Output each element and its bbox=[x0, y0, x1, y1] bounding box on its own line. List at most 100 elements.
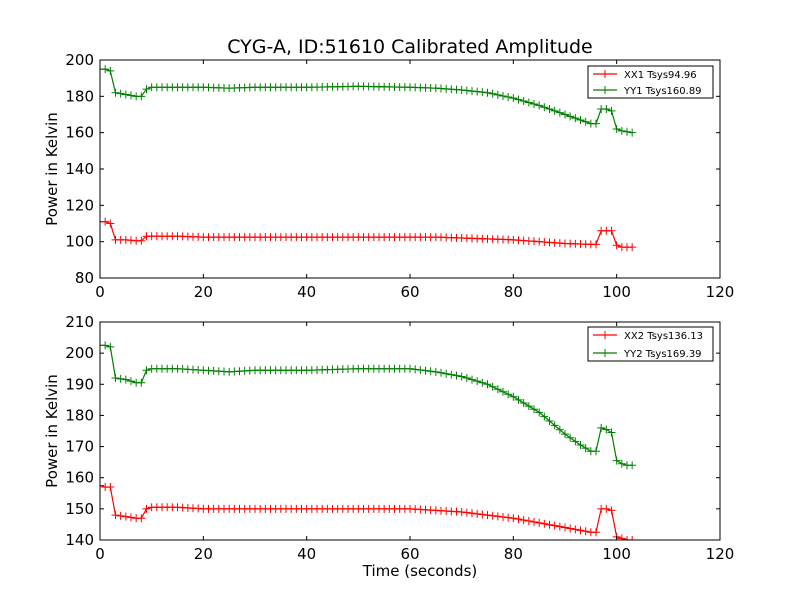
data-point bbox=[483, 380, 492, 389]
data-point bbox=[116, 374, 125, 383]
data-point bbox=[607, 106, 616, 115]
data-point bbox=[406, 364, 414, 373]
data-point bbox=[504, 390, 513, 399]
data-point bbox=[106, 219, 115, 228]
y-tick-label: 140 bbox=[65, 160, 94, 178]
data-point bbox=[550, 106, 559, 115]
data-point bbox=[101, 65, 110, 74]
data-point bbox=[519, 97, 528, 106]
data-point bbox=[555, 425, 564, 434]
data-point bbox=[561, 430, 569, 439]
data-point bbox=[581, 527, 590, 536]
x-tick-label: 60 bbox=[400, 283, 419, 301]
data-point bbox=[628, 243, 637, 252]
data-point bbox=[514, 95, 523, 104]
data-point bbox=[617, 126, 626, 135]
data-point bbox=[612, 125, 621, 134]
bottom-subplot: 0 20 40 60 80 100 120 140 150 160 170 180 190 200 210 P… bbox=[43, 313, 734, 580]
data-point bbox=[504, 513, 513, 522]
data-point bbox=[488, 89, 497, 98]
data-point bbox=[535, 518, 544, 527]
data-point bbox=[478, 88, 487, 97]
legend-box bbox=[587, 65, 714, 99]
y-tick-label: 80 bbox=[75, 269, 94, 287]
data-point bbox=[602, 504, 611, 513]
data-point bbox=[442, 369, 451, 378]
data-point bbox=[468, 87, 476, 96]
data-point bbox=[571, 525, 580, 534]
data-point bbox=[592, 119, 600, 128]
data-point bbox=[540, 103, 549, 112]
data-point bbox=[628, 536, 637, 540]
data-point bbox=[576, 441, 585, 450]
data-point bbox=[550, 521, 559, 530]
data-point bbox=[628, 461, 637, 470]
series-yy bbox=[100, 65, 637, 137]
y-tick-label: 100 bbox=[65, 233, 94, 251]
data-point bbox=[493, 512, 502, 521]
data-point bbox=[106, 66, 115, 75]
data-point bbox=[561, 110, 569, 119]
x-tick-label: 20 bbox=[194, 283, 213, 301]
x-tick-label: 20 bbox=[194, 545, 213, 563]
data-point bbox=[530, 99, 538, 108]
x-tick-label: 100 bbox=[602, 283, 631, 301]
data-point bbox=[111, 511, 120, 520]
data-point bbox=[509, 392, 518, 401]
data-point bbox=[550, 421, 559, 430]
y-tick-label: 160 bbox=[65, 124, 94, 142]
data-point bbox=[483, 88, 492, 97]
data-point bbox=[127, 377, 135, 386]
y-axis-label: Power in Kelvin bbox=[43, 374, 61, 488]
y-tick-label: 120 bbox=[65, 196, 94, 214]
data-point bbox=[499, 512, 507, 521]
data-point bbox=[555, 108, 564, 117]
data-point bbox=[514, 515, 523, 524]
data-point bbox=[499, 387, 507, 396]
y-tick-label: 200 bbox=[65, 51, 94, 69]
data-point bbox=[524, 402, 533, 411]
data-point bbox=[452, 371, 461, 380]
data-point bbox=[493, 90, 502, 99]
data-point bbox=[457, 507, 466, 516]
data-point bbox=[514, 395, 523, 404]
y-tick-label: 210 bbox=[65, 313, 94, 331]
legend-label: YY2 Tsys169.39 bbox=[623, 349, 702, 360]
data-point bbox=[509, 94, 518, 103]
data-point bbox=[519, 516, 528, 525]
data-point bbox=[524, 98, 533, 107]
x-tick-label: 80 bbox=[504, 545, 523, 563]
series-xx bbox=[100, 481, 637, 540]
data-point bbox=[535, 408, 544, 417]
data-point bbox=[488, 382, 497, 391]
data-point bbox=[111, 88, 120, 97]
data-point bbox=[576, 526, 585, 535]
data-point bbox=[571, 114, 580, 123]
data-point bbox=[437, 368, 445, 377]
legend-box bbox=[587, 326, 714, 362]
data-point bbox=[137, 92, 146, 101]
data-point bbox=[121, 90, 130, 99]
data-point bbox=[499, 91, 507, 100]
y-tick-label: 170 bbox=[65, 438, 94, 456]
data-point bbox=[488, 511, 497, 520]
data-point bbox=[101, 341, 110, 350]
x-tick-label: 40 bbox=[297, 545, 316, 563]
data-point bbox=[545, 520, 554, 529]
data-point bbox=[545, 417, 554, 426]
data-point bbox=[447, 370, 456, 379]
x-tick-label: 0 bbox=[95, 545, 105, 563]
data-point bbox=[545, 105, 554, 114]
y-tick-label: 160 bbox=[65, 469, 94, 487]
x-tick-label: 40 bbox=[297, 283, 316, 301]
data-point bbox=[111, 374, 120, 383]
y-tick-label: 200 bbox=[65, 344, 94, 362]
data-point bbox=[628, 128, 637, 137]
data-point bbox=[142, 85, 151, 94]
data-point bbox=[468, 509, 476, 518]
data-point bbox=[566, 112, 575, 121]
data-point bbox=[571, 437, 580, 446]
data-point bbox=[623, 127, 631, 136]
legend-marker bbox=[601, 331, 609, 339]
series-yy bbox=[100, 341, 637, 470]
